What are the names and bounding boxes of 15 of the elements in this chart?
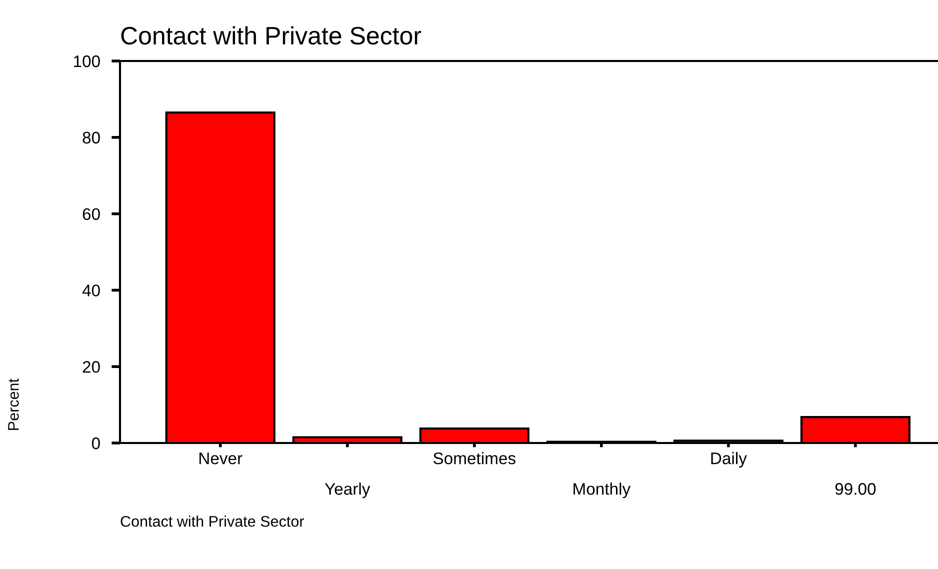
y-axis-title: Percent <box>8 378 19 430</box>
y-tick-label: 40 <box>82 284 100 296</box>
chart-title: Contact with Private Sector <box>121 26 422 45</box>
x-tick-label: Never <box>199 452 242 464</box>
x-tick-label: Yearly <box>324 482 370 498</box>
y-tick-label: 60 <box>82 208 100 220</box>
y-tick-label: 80 <box>82 132 100 144</box>
x-axis-title: Contact with Private Sector <box>120 516 304 527</box>
x-tick-label: 99.00 <box>835 483 876 495</box>
y-tick-label: 0 <box>92 437 100 450</box>
y-tick-label: 100 <box>74 55 100 68</box>
y-tick-label: 20 <box>82 361 100 373</box>
x-tick-label: Sometimes <box>433 452 516 464</box>
x-tick-label: Daily <box>711 452 747 468</box>
x-tick-label: Monthly <box>574 482 631 498</box>
